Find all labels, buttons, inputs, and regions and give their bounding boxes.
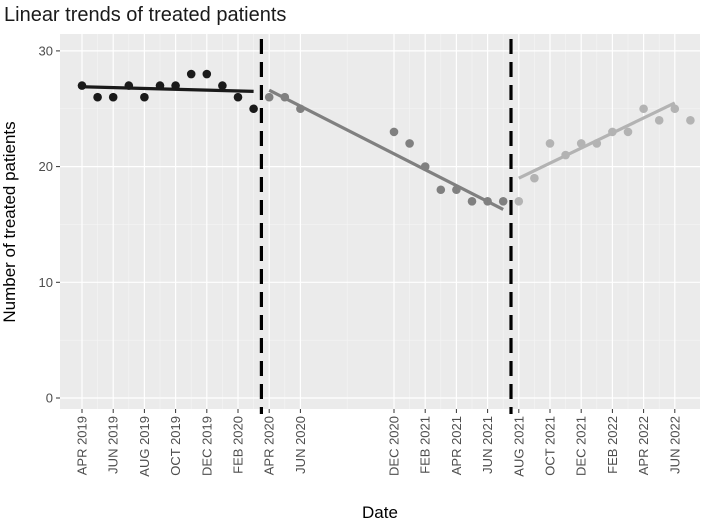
data-point bbox=[670, 104, 680, 114]
data-point bbox=[686, 116, 695, 125]
y-tick-label: 0 bbox=[46, 391, 53, 406]
data-point bbox=[561, 150, 570, 160]
x-tick-label: FEB 2021 bbox=[418, 416, 433, 474]
y-tick-label: 30 bbox=[39, 43, 53, 58]
x-tick-label: APR 2019 bbox=[75, 416, 90, 475]
x-axis-ticks: APR 2019 JUN 2019 AUG 2019 OCT 2019 DEC 2019… bbox=[75, 409, 682, 477]
data-point bbox=[171, 81, 180, 90]
data-point bbox=[654, 116, 664, 125]
data-point bbox=[576, 139, 586, 148]
data-point bbox=[218, 81, 227, 90]
data-point bbox=[186, 69, 196, 79]
y-axis-title: Number of treated patients bbox=[0, 121, 19, 322]
data-points bbox=[77, 69, 695, 206]
data-point bbox=[93, 92, 102, 102]
data-point bbox=[405, 139, 414, 148]
x-tick-label: APR 2020 bbox=[262, 416, 277, 475]
data-point bbox=[608, 127, 617, 137]
x-tick-label: OCT 2021 bbox=[543, 416, 558, 476]
x-tick-label: FEB 2020 bbox=[231, 416, 246, 474]
y-tick-label: 20 bbox=[39, 159, 53, 174]
x-tick-label: OCT 2019 bbox=[168, 416, 183, 476]
data-point bbox=[420, 162, 430, 171]
data-point bbox=[545, 139, 555, 148]
data-point bbox=[436, 185, 446, 195]
data-point bbox=[514, 197, 524, 206]
grid-major bbox=[60, 34, 700, 409]
x-tick-label: JUN 2022 bbox=[667, 416, 682, 474]
grid-minor bbox=[60, 34, 700, 409]
y-axis-ticks: 0 10 20 30 bbox=[39, 43, 60, 406]
data-point bbox=[249, 104, 258, 114]
x-tick-label: JUN 2019 bbox=[106, 416, 121, 474]
x-tick-label: DEC 2021 bbox=[574, 416, 589, 476]
x-tick-label: JUN 2020 bbox=[293, 416, 308, 474]
data-point bbox=[639, 104, 648, 114]
x-axis-title: Date bbox=[362, 503, 398, 522]
x-tick-label: AUG 2021 bbox=[511, 416, 526, 477]
data-point bbox=[483, 197, 492, 206]
data-point bbox=[296, 104, 305, 114]
data-point bbox=[77, 81, 87, 90]
x-tick-label: APR 2022 bbox=[636, 416, 651, 475]
data-point bbox=[264, 92, 274, 102]
intervention-lines bbox=[259, 39, 513, 414]
x-tick-label: JUN 2021 bbox=[480, 416, 495, 474]
x-tick-label: FEB 2022 bbox=[605, 416, 620, 474]
data-point bbox=[452, 185, 461, 195]
data-point bbox=[389, 127, 399, 137]
trend-line bbox=[268, 88, 504, 211]
data-point bbox=[124, 81, 134, 90]
plot-panel bbox=[60, 34, 700, 409]
x-tick-label: AUG 2019 bbox=[137, 416, 152, 477]
data-point bbox=[108, 92, 118, 102]
data-point bbox=[592, 139, 602, 148]
data-point bbox=[467, 197, 477, 206]
data-point bbox=[233, 92, 243, 102]
x-tick-label: APR 2021 bbox=[449, 416, 464, 475]
data-point bbox=[202, 69, 212, 79]
trend-line bbox=[81, 85, 254, 93]
data-point bbox=[623, 127, 633, 137]
y-tick-label: 10 bbox=[39, 275, 53, 290]
data-point bbox=[280, 92, 290, 102]
data-point bbox=[498, 197, 508, 206]
data-point bbox=[155, 81, 165, 90]
x-tick-label: DEC 2019 bbox=[199, 416, 214, 476]
x-tick-label: DEC 2020 bbox=[387, 416, 402, 476]
chart-title: Linear trends of treated patients bbox=[4, 4, 286, 26]
data-point bbox=[140, 92, 149, 102]
data-point bbox=[530, 173, 539, 183]
